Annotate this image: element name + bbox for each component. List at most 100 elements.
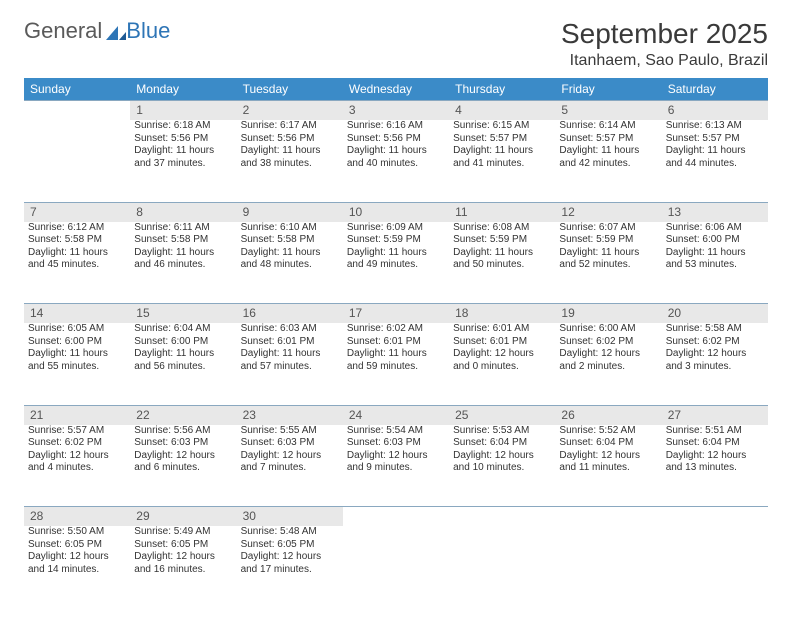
day-cell: Sunrise: 6:18 AMSunset: 5:56 PMDaylight:… [130,120,236,202]
day-number-row: 78910111213 [24,202,768,222]
sunrise-text: Sunrise: 6:03 AM [241,323,339,336]
day-number-cell: 8 [130,202,236,222]
day-cell: Sunrise: 5:54 AMSunset: 6:03 PMDaylight:… [343,425,449,507]
day-number-cell: 12 [555,202,661,222]
day-number-cell: 25 [449,405,555,425]
sunset-text: Sunset: 5:56 PM [347,133,445,146]
daylight-text: Daylight: 11 hours [28,247,126,260]
day-number-cell: 30 [237,507,343,527]
daylight-text: and 46 minutes. [134,259,232,272]
daylight-text: and 40 minutes. [347,158,445,171]
sunrise-text: Sunrise: 6:17 AM [241,120,339,133]
sunset-text: Sunset: 5:56 PM [134,133,232,146]
day-cell [343,526,449,608]
day-cell: Sunrise: 5:58 AMSunset: 6:02 PMDaylight:… [662,323,768,405]
weekday-header-row: Sunday Monday Tuesday Wednesday Thursday… [24,78,768,101]
daylight-text: Daylight: 11 hours [28,348,126,361]
daylight-text: and 59 minutes. [347,361,445,374]
sunrise-text: Sunrise: 6:12 AM [28,222,126,235]
day-cell: Sunrise: 6:04 AMSunset: 6:00 PMDaylight:… [130,323,236,405]
day-cell: Sunrise: 6:13 AMSunset: 5:57 PMDaylight:… [662,120,768,202]
title-location: Itanhaem, Sao Paulo, Brazil [561,52,768,70]
daylight-text: Daylight: 11 hours [559,145,657,158]
sunrise-text: Sunrise: 5:49 AM [134,526,232,539]
day-content-row: Sunrise: 6:12 AMSunset: 5:58 PMDaylight:… [24,222,768,304]
sunrise-text: Sunrise: 6:11 AM [134,222,232,235]
daylight-text: Daylight: 11 hours [453,247,551,260]
sunset-text: Sunset: 5:57 PM [453,133,551,146]
day-cell: Sunrise: 5:52 AMSunset: 6:04 PMDaylight:… [555,425,661,507]
daylight-text: Daylight: 11 hours [241,145,339,158]
day-cell: Sunrise: 6:03 AMSunset: 6:01 PMDaylight:… [237,323,343,405]
logo-text-blue: Blue [126,18,170,44]
daylight-text: Daylight: 11 hours [666,145,764,158]
sunrise-text: Sunrise: 5:57 AM [28,425,126,438]
day-content-row: Sunrise: 6:18 AMSunset: 5:56 PMDaylight:… [24,120,768,202]
day-number-cell: 24 [343,405,449,425]
sunrise-text: Sunrise: 5:48 AM [241,526,339,539]
daylight-text: and 6 minutes. [134,462,232,475]
daylight-text: Daylight: 11 hours [666,247,764,260]
daylight-text: and 52 minutes. [559,259,657,272]
sunset-text: Sunset: 6:01 PM [453,336,551,349]
day-number-cell [343,507,449,527]
day-number-cell: 18 [449,304,555,324]
sunrise-text: Sunrise: 6:04 AM [134,323,232,336]
day-number-cell: 23 [237,405,343,425]
sunset-text: Sunset: 5:59 PM [559,234,657,247]
sunset-text: Sunset: 6:03 PM [241,437,339,450]
sunset-text: Sunset: 5:57 PM [559,133,657,146]
sunset-text: Sunset: 6:05 PM [134,539,232,552]
calendar-page: General Blue September 2025 Itanhaem, Sa… [0,0,792,626]
daylight-text: Daylight: 11 hours [241,348,339,361]
sunrise-text: Sunrise: 6:01 AM [453,323,551,336]
sunrise-text: Sunrise: 6:02 AM [347,323,445,336]
daylight-text: and 56 minutes. [134,361,232,374]
daylight-text: and 16 minutes. [134,564,232,577]
day-number-cell: 1 [130,101,236,121]
daylight-text: and 50 minutes. [453,259,551,272]
daylight-text: and 10 minutes. [453,462,551,475]
daylight-text: Daylight: 12 hours [241,450,339,463]
sunset-text: Sunset: 5:57 PM [666,133,764,146]
day-number-cell: 26 [555,405,661,425]
day-number-cell: 28 [24,507,130,527]
day-cell: Sunrise: 6:16 AMSunset: 5:56 PMDaylight:… [343,120,449,202]
sunrise-text: Sunrise: 5:55 AM [241,425,339,438]
daylight-text: Daylight: 12 hours [559,348,657,361]
sunset-text: Sunset: 6:05 PM [28,539,126,552]
daylight-text: Daylight: 11 hours [241,247,339,260]
daylight-text: and 38 minutes. [241,158,339,171]
day-number-cell: 2 [237,101,343,121]
logo-sail-icon [106,20,126,34]
day-number-row: 21222324252627 [24,405,768,425]
day-cell: Sunrise: 5:55 AMSunset: 6:03 PMDaylight:… [237,425,343,507]
sunset-text: Sunset: 6:03 PM [347,437,445,450]
sunset-text: Sunset: 6:04 PM [453,437,551,450]
weekday-header: Thursday [449,78,555,101]
day-number-cell [24,101,130,121]
weekday-header: Tuesday [237,78,343,101]
day-cell: Sunrise: 6:10 AMSunset: 5:58 PMDaylight:… [237,222,343,304]
daylight-text: Daylight: 12 hours [666,450,764,463]
title-block: September 2025 Itanhaem, Sao Paulo, Braz… [561,18,768,70]
daylight-text: and 17 minutes. [241,564,339,577]
day-cell: Sunrise: 5:57 AMSunset: 6:02 PMDaylight:… [24,425,130,507]
sunset-text: Sunset: 6:02 PM [28,437,126,450]
daylight-text: Daylight: 12 hours [28,551,126,564]
day-number-cell: 7 [24,202,130,222]
daylight-text: Daylight: 12 hours [453,450,551,463]
daylight-text: and 0 minutes. [453,361,551,374]
weekday-header: Friday [555,78,661,101]
day-cell: Sunrise: 6:07 AMSunset: 5:59 PMDaylight:… [555,222,661,304]
daylight-text: and 55 minutes. [28,361,126,374]
sunrise-text: Sunrise: 5:56 AM [134,425,232,438]
daylight-text: and 48 minutes. [241,259,339,272]
sunrise-text: Sunrise: 5:50 AM [28,526,126,539]
day-number-cell [555,507,661,527]
daylight-text: and 2 minutes. [559,361,657,374]
day-cell: Sunrise: 6:08 AMSunset: 5:59 PMDaylight:… [449,222,555,304]
daylight-text: and 3 minutes. [666,361,764,374]
day-cell: Sunrise: 6:12 AMSunset: 5:58 PMDaylight:… [24,222,130,304]
day-number-cell: 13 [662,202,768,222]
